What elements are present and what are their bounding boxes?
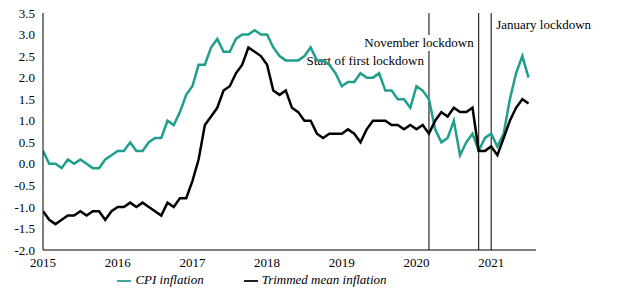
svg-text:2.5: 2.5 [19, 49, 35, 64]
svg-text:3.0: 3.0 [19, 27, 35, 42]
svg-text:2020: 2020 [403, 255, 429, 270]
svg-text:0.5: 0.5 [19, 135, 35, 150]
svg-text:2.0: 2.0 [19, 70, 35, 85]
svg-text:2016: 2016 [105, 255, 132, 270]
svg-text:1.0: 1.0 [19, 113, 35, 128]
html-text:CPI inflation: CPI inflation [135, 272, 204, 287]
svg-text:3.5: 3.5 [19, 8, 35, 21]
svg-text:January lockdown: January lockdown [496, 17, 591, 32]
html-text:Trimmed mean inflation: Trimmed mean inflation [261, 272, 387, 287]
svg-text:0.0: 0.0 [19, 156, 35, 171]
svg-text:-2.0: -2.0 [14, 243, 35, 258]
svg-text:1.5: 1.5 [19, 92, 35, 107]
svg-text:2019: 2019 [329, 255, 355, 270]
svg-text:-1.0: -1.0 [14, 200, 35, 215]
svg-text:-1.5: -1.5 [14, 221, 35, 236]
svg-text:November lockdown: November lockdown [364, 35, 474, 50]
svg-text:2015: 2015 [30, 255, 56, 271]
svg-text:Start of first lockdown: Start of first lockdown [306, 53, 424, 68]
svg-text:-0.5: -0.5 [14, 178, 35, 193]
svg-text:2017: 2017 [179, 255, 206, 270]
svg-text:2018: 2018 [254, 255, 280, 270]
svg-text:2021: 2021 [478, 255, 504, 270]
